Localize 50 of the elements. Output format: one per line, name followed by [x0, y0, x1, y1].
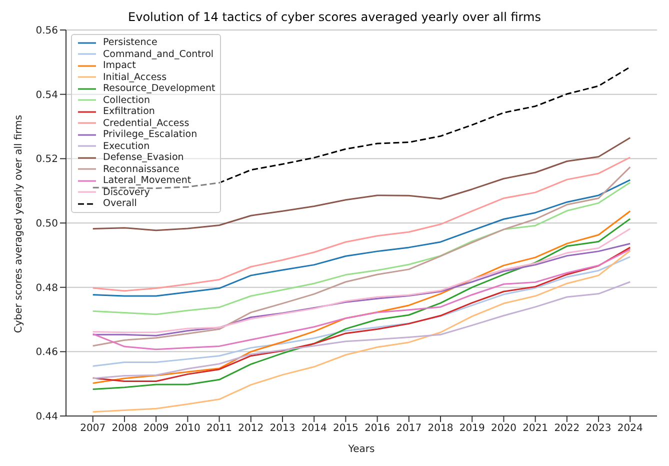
legend-label: Initial_Access — [103, 72, 167, 83]
x-tick-label: 2009 — [143, 423, 169, 434]
legend-label: Command_and_Control — [103, 48, 214, 60]
y-tick-label: 0.56 — [36, 26, 58, 37]
x-tick-label: 2007 — [80, 423, 106, 434]
y-tick-label: 0.44 — [36, 412, 58, 423]
y-tick-label: 0.54 — [36, 90, 58, 101]
legend-label: Execution — [103, 140, 150, 152]
x-axis-title: Years — [347, 444, 375, 455]
x-tick-label: 2022 — [554, 423, 580, 434]
legend-label: Collection — [103, 94, 150, 106]
legend-label: Privilege_Escalation — [103, 129, 198, 140]
x-tick-label: 2011 — [206, 423, 232, 434]
legend-label: Overall — [103, 198, 137, 210]
y-tick-label: 0.48 — [36, 282, 58, 294]
line-series — [92, 256, 631, 367]
line-series — [92, 248, 631, 350]
x-tick-label: 2018 — [428, 423, 454, 434]
x-tick-label: 2017 — [396, 423, 422, 434]
legend-label: Exfiltration — [103, 106, 155, 118]
y-axis-title: Cyber scores averaged yearly over all firms — [14, 114, 25, 333]
legend-label: Persistence — [103, 37, 158, 48]
line-series — [92, 242, 631, 336]
legend-label: Resource_Development — [103, 83, 216, 94]
line-series — [92, 166, 631, 347]
y-tick-label: 0.50 — [36, 218, 58, 230]
legend-label: Lateral_Movement — [103, 175, 192, 186]
legend-label: Defense_Evasion — [103, 152, 184, 164]
x-tick-label: 2023 — [586, 423, 612, 434]
x-tick-label: 2021 — [522, 423, 548, 434]
x-tick-label: 2010 — [174, 423, 200, 434]
x-tick-label: 2014 — [301, 423, 327, 434]
x-tick-label: 2024 — [617, 423, 643, 434]
x-tick-label: 2020 — [490, 423, 516, 434]
line-series — [92, 281, 631, 380]
x-tick-label: 2016 — [364, 423, 390, 434]
x-tick-label: 2012 — [238, 423, 264, 434]
y-tick-label: 0.46 — [36, 347, 58, 358]
x-tick-label: 2008 — [112, 423, 138, 434]
x-tick-label: 2013 — [270, 423, 296, 434]
legend-label: Discovery — [103, 186, 150, 198]
line-series — [92, 250, 631, 413]
line-series — [92, 228, 631, 334]
legend-label: Impact — [103, 60, 136, 72]
legend-label: Reconnaissance — [103, 164, 180, 175]
x-tick-label: 2019 — [459, 423, 485, 434]
x-tick-label: 2015 — [332, 423, 358, 434]
y-tick-label: 0.52 — [36, 154, 58, 166]
legend-label: Credential_Access — [103, 118, 190, 129]
chart-title: Evolution of 14 tactics of cyber scores averaged yearly over all firms — [127, 9, 542, 26]
